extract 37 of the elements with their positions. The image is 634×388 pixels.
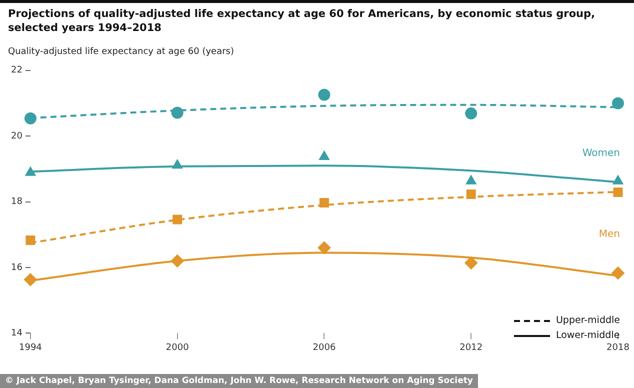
- x-tick-label: 2018: [606, 342, 630, 353]
- annotation: Men: [598, 229, 620, 240]
- point: [26, 235, 36, 245]
- y-tick-label: 20: [11, 131, 23, 142]
- point: [318, 88, 330, 101]
- point: [24, 112, 36, 124]
- x-tick-label: 2006: [312, 342, 336, 353]
- point: [466, 190, 476, 199]
- point: [25, 166, 36, 176]
- point: [24, 273, 37, 286]
- y-axis-title: Quality-adjusted life expectancy at age 60 (years): [8, 47, 234, 57]
- point: [170, 254, 184, 268]
- x-tick-label: 2012: [460, 342, 483, 353]
- point: [613, 188, 623, 198]
- point: [612, 266, 624, 280]
- y-tick-label: 14: [11, 328, 23, 339]
- point: [172, 159, 183, 169]
- chart-title: Projections of quality-adjusted life expectancy at age 60 for Americans, by economic status group, selected years 1994–2018: [8, 7, 596, 35]
- point: [612, 175, 624, 184]
- y-tick-label: 16: [11, 262, 23, 273]
- point: [172, 214, 182, 224]
- point: [466, 175, 476, 184]
- point: [318, 150, 330, 160]
- y-tick-label: 22: [11, 66, 22, 76]
- x-tick-label: 1994: [19, 342, 42, 353]
- point: [171, 106, 184, 119]
- point: [612, 97, 624, 110]
- point: [318, 241, 331, 254]
- point: [464, 256, 478, 270]
- annotation: Lower-middle: [556, 330, 620, 341]
- annotation: Upper-middle: [556, 315, 620, 326]
- x-tick-label: 2000: [166, 342, 190, 353]
- point: [319, 198, 329, 208]
- annotation: Women: [582, 148, 620, 159]
- text: © Jack Chapel, Bryan Tysinger, Dana Goldman, John W. Rowe, Research Network on Aging Society: [0, 374, 478, 388]
- y-tick-label: 18: [11, 197, 23, 208]
- point: [465, 107, 478, 120]
